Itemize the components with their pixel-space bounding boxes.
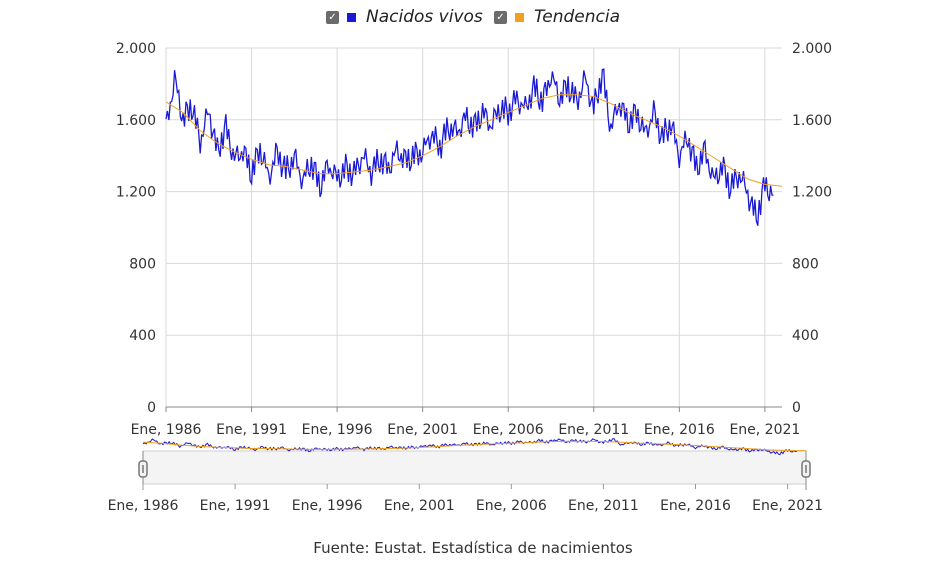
navigator-tick-label: Ene, 2011 bbox=[568, 498, 639, 514]
y-tick-label-right: 1.200 bbox=[792, 185, 832, 201]
y-tick-label-left: 1.200 bbox=[116, 185, 156, 201]
navigator-tick-label: Ene, 1996 bbox=[292, 498, 363, 514]
y-tick-label-left: 2.000 bbox=[116, 41, 156, 57]
navigator-tick-label: Ene, 2016 bbox=[660, 498, 731, 514]
navigator-tick-label: Ene, 1991 bbox=[200, 498, 271, 514]
x-tick-label: Ene, 2016 bbox=[644, 422, 715, 438]
y-tick-label-right: 800 bbox=[792, 256, 819, 272]
navigator-tick-label: Ene, 2001 bbox=[384, 498, 455, 514]
legend-item-nacidos-vivos[interactable]: ✓ Nacidos vivos bbox=[326, 7, 483, 27]
x-tick-label: Ene, 2006 bbox=[473, 422, 544, 438]
legend-item-tendencia[interactable]: ✓ Tendencia bbox=[494, 7, 620, 27]
x-tick-label: Ene, 2021 bbox=[729, 422, 800, 438]
navigator-tick-label: Ene, 2006 bbox=[476, 498, 547, 514]
x-tick-label: Ene, 1991 bbox=[216, 422, 287, 438]
legend-swatch-nacidos bbox=[347, 12, 356, 22]
x-tick-label: Ene, 1996 bbox=[302, 422, 373, 438]
legend-checkbox-nacidos[interactable]: ✓ bbox=[326, 10, 339, 24]
navigator[interactable] bbox=[138, 438, 811, 490]
x-axis: Ene, 1986 Ene, 1991 Ene, 1996 Ene, 2001 Ene,… bbox=[131, 406, 800, 438]
legend-checkbox-tendencia[interactable]: ✓ bbox=[494, 10, 507, 24]
y-tick-label-right: 400 bbox=[792, 328, 819, 344]
navigator-tick-label: Ene, 2021 bbox=[752, 498, 823, 514]
navigator-trend-line bbox=[142, 440, 807, 452]
y-tick-label-left: 1.600 bbox=[116, 113, 156, 129]
x-tick-label: Ene, 2011 bbox=[558, 422, 629, 438]
source-caption: Fuente: Eustat. Estadística de nacimient… bbox=[313, 539, 633, 557]
legend-swatch-tendencia bbox=[515, 12, 524, 22]
grid-lines bbox=[165, 47, 782, 408]
series-group bbox=[165, 68, 783, 226]
y-tick-label-left: 800 bbox=[129, 256, 156, 272]
navigator-background bbox=[142, 450, 807, 485]
legend-label-tendencia: Tendencia bbox=[534, 7, 621, 27]
x-tick-label: Ene, 2001 bbox=[387, 422, 458, 438]
x-tick-label: Ene, 1986 bbox=[131, 422, 202, 438]
legend-label-nacidos: Nacidos vivos bbox=[366, 7, 483, 27]
y-tick-label-left: 400 bbox=[129, 328, 156, 344]
series-line-tendencia bbox=[165, 94, 783, 187]
y-tick-label-right: 2.000 bbox=[792, 41, 832, 57]
navigator-axis: Ene, 1986 Ene, 1991 Ene, 1996 Ene, 2001 Ene,… bbox=[108, 484, 823, 514]
y-tick-label-left: 0 bbox=[147, 400, 156, 416]
y-tick-label-right: 0 bbox=[792, 400, 801, 416]
y-axis-left: 0 400 800 1.200 1.600 2.000 bbox=[116, 41, 156, 416]
y-tick-label-right: 1.600 bbox=[792, 113, 832, 129]
y-axis-right: 0 400 800 1.200 1.600 2.000 bbox=[792, 41, 832, 416]
series-line-nacidos-vivos bbox=[165, 68, 774, 226]
navigator-tick-label: Ene, 1986 bbox=[108, 498, 179, 514]
